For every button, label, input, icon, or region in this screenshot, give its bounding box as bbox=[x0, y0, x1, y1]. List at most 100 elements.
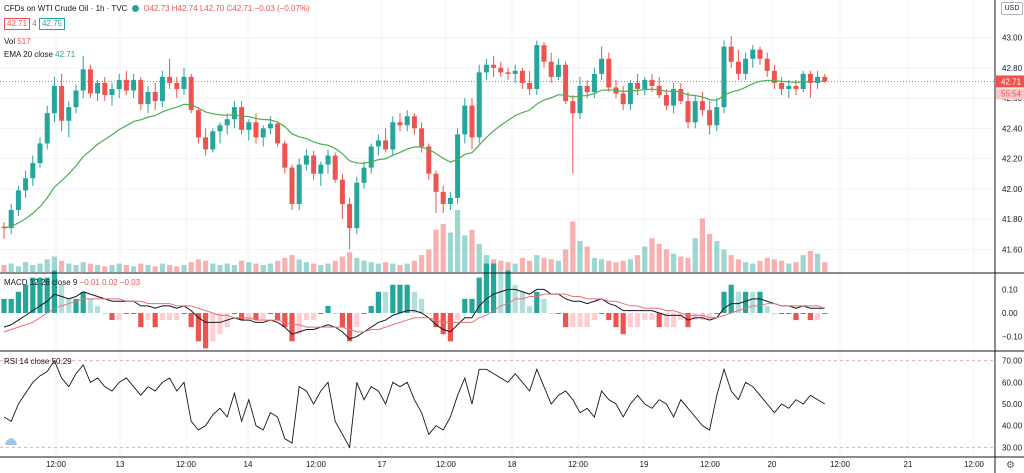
candle-body bbox=[447, 197, 453, 204]
ema-value: 42.71 bbox=[55, 50, 76, 59]
candle-body bbox=[519, 70, 525, 83]
time-tick-label: 17 bbox=[378, 460, 387, 469]
volume-bar bbox=[570, 221, 576, 272]
volume-bar bbox=[591, 257, 597, 272]
macd-histogram-bar bbox=[699, 313, 705, 321]
candle-body bbox=[260, 128, 266, 138]
ask-box[interactable]: 42.75 bbox=[38, 18, 65, 30]
symbol-title[interactable]: CFDs on WTI Crude Oil · 1h · TVC bbox=[4, 4, 128, 13]
macd-histogram-bar bbox=[570, 313, 576, 328]
macd-histogram-bar bbox=[591, 313, 597, 321]
volume-bar bbox=[159, 263, 165, 272]
countdown-label: 55:54 bbox=[1001, 89, 1022, 98]
macd-histogram-bar bbox=[779, 313, 785, 314]
candle-body bbox=[627, 82, 633, 105]
candle-body bbox=[591, 73, 597, 93]
volume-bar bbox=[721, 249, 727, 272]
macd-histogram-bar bbox=[743, 291, 749, 313]
candle-body bbox=[217, 125, 223, 132]
candle-body bbox=[771, 70, 777, 83]
macd-histogram-bar bbox=[102, 313, 108, 314]
settings-gear-icon[interactable]: ⚙ bbox=[1006, 460, 1015, 471]
candle-body bbox=[131, 79, 137, 91]
candle-body bbox=[606, 58, 612, 88]
volume-bar bbox=[80, 262, 86, 272]
countdown-box bbox=[996, 88, 1024, 100]
macd-histogram-bar bbox=[735, 291, 741, 313]
macd-histogram-bar bbox=[203, 313, 209, 349]
macd-histogram-bar bbox=[354, 313, 360, 328]
candle-body bbox=[318, 164, 324, 174]
volume-bar bbox=[354, 257, 360, 272]
time-tick-label: 12:00 bbox=[700, 460, 721, 469]
macd-histogram-bar bbox=[318, 313, 324, 314]
candle-body bbox=[419, 128, 425, 147]
volume-bar bbox=[599, 259, 605, 272]
candle-body bbox=[491, 64, 497, 68]
currency-label[interactable]: USD bbox=[1001, 2, 1023, 15]
candle-body bbox=[692, 101, 698, 123]
volume-bar bbox=[627, 259, 633, 272]
volume-bar bbox=[339, 256, 345, 272]
macd-histogram-bar bbox=[138, 313, 144, 328]
candle-body bbox=[728, 46, 734, 62]
volume-bar bbox=[714, 241, 720, 272]
volume-bar bbox=[800, 255, 806, 272]
macd-histogram-bar bbox=[419, 298, 425, 313]
candle-body bbox=[361, 167, 367, 183]
candle-body bbox=[570, 101, 576, 114]
macd-histogram-bar bbox=[527, 305, 533, 313]
macd-histogram-bar bbox=[390, 284, 396, 313]
candle-body bbox=[296, 164, 302, 204]
candle-body bbox=[66, 107, 72, 121]
volume-bar bbox=[671, 253, 677, 272]
volume-bar bbox=[419, 255, 425, 272]
volume-bar bbox=[447, 232, 453, 272]
volume-bar bbox=[44, 259, 50, 272]
time-tick-label: 12:00 bbox=[306, 460, 327, 469]
volume-bar bbox=[440, 224, 446, 272]
time-tick-label: 14 bbox=[244, 460, 253, 469]
volume-bar bbox=[318, 264, 324, 272]
bid-ask: 42.71 4 42.75 bbox=[4, 18, 65, 30]
tradingview-logo-icon[interactable] bbox=[4, 436, 18, 446]
rsi-value: 50.29 bbox=[51, 357, 72, 366]
macd-histogram-bar bbox=[253, 313, 259, 321]
volume-bar bbox=[231, 264, 237, 272]
volume-bar bbox=[311, 263, 317, 272]
macd-histogram-bar bbox=[210, 313, 216, 342]
volume-bar bbox=[663, 249, 669, 272]
macd-histogram-bar bbox=[455, 313, 461, 321]
macd-histogram-bar bbox=[188, 313, 194, 328]
symbol-header[interactable]: CFDs on WTI Crude Oil · 1h · TVC O42.73 … bbox=[4, 4, 310, 14]
macd-histogram-bar bbox=[750, 291, 756, 313]
volume-histogram bbox=[1, 210, 828, 272]
bid-box[interactable]: 42.71 bbox=[4, 18, 31, 30]
candle-body bbox=[37, 143, 43, 164]
volume-bar bbox=[584, 246, 590, 272]
volume-bar bbox=[757, 260, 763, 272]
macd-label: MACD 12 26 close 9 bbox=[4, 278, 78, 287]
volume-bar bbox=[455, 210, 461, 272]
macd-histogram-bar bbox=[325, 305, 331, 313]
candle-body bbox=[152, 92, 158, 102]
candle-body bbox=[584, 85, 590, 93]
eye-icon[interactable] bbox=[131, 5, 139, 13]
macd-histogram-bar bbox=[663, 313, 669, 328]
macd-histogram-bar bbox=[483, 263, 489, 313]
candle-body bbox=[750, 49, 756, 59]
macd-tick-label: 0.00 bbox=[1002, 309, 1018, 318]
macd-histogram-bar bbox=[383, 291, 389, 313]
volume-bar bbox=[66, 263, 72, 272]
candle-body bbox=[505, 72, 511, 74]
macd-histogram-bar bbox=[800, 313, 806, 314]
volume-bar bbox=[735, 259, 741, 272]
macd-histogram-bar bbox=[267, 313, 273, 314]
volume-bar bbox=[109, 264, 115, 272]
volume-bar bbox=[541, 257, 547, 272]
macd-histogram-bar bbox=[707, 313, 713, 321]
macd-histogram-bar bbox=[239, 313, 245, 321]
candle-body bbox=[635, 82, 641, 89]
